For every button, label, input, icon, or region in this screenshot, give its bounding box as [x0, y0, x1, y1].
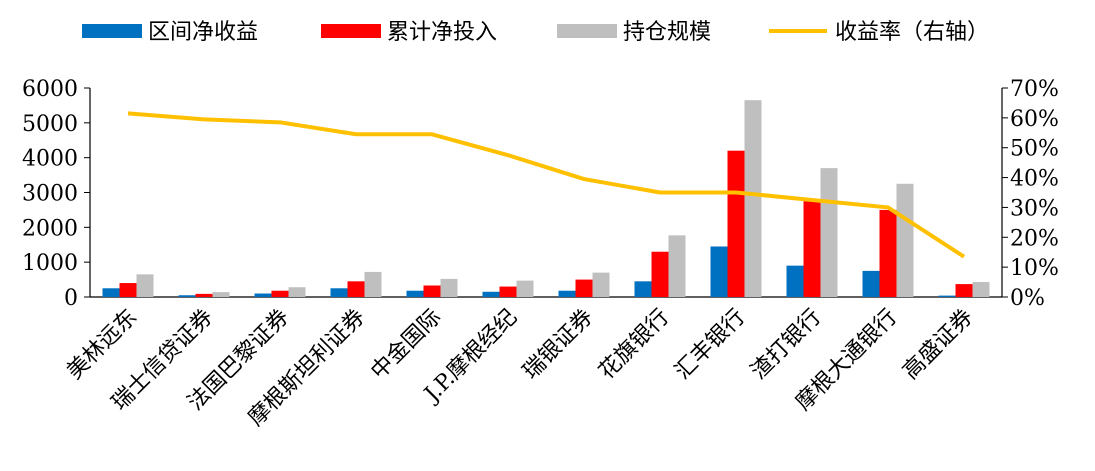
line-series	[127, 111, 966, 259]
bar	[803, 201, 821, 297]
category-label: 瑞银证券	[518, 305, 598, 385]
bar	[178, 295, 196, 297]
bar	[212, 292, 230, 297]
bar	[651, 251, 669, 297]
bar	[558, 290, 576, 297]
bar	[786, 265, 804, 297]
category-label: 美林远东	[62, 305, 142, 385]
left-tick-label: 2000	[22, 216, 78, 241]
axes: 0 1000 2000 3000 4000 5000 6000 0% 10% 20% 30% 40% 5…	[22, 77, 1059, 311]
legend-swatch	[557, 24, 617, 38]
right-tick-label: 40%	[1010, 167, 1059, 192]
bar	[575, 279, 593, 297]
legend-label: 区间净收益	[148, 20, 258, 45]
legend-swatch	[82, 24, 142, 38]
category-label: 花旗银行	[594, 305, 674, 385]
bar	[668, 235, 686, 297]
bars	[102, 100, 990, 297]
left-tick-label: 0	[64, 286, 78, 311]
bar	[136, 274, 154, 297]
left-tick-label: 6000	[22, 77, 78, 102]
yield-line	[127, 111, 966, 259]
right-tick-label: 10%	[1010, 256, 1059, 281]
left-tick-label: 3000	[22, 182, 78, 207]
bar	[820, 168, 838, 297]
category-label: 高盛证券	[898, 305, 978, 385]
bar	[102, 288, 120, 297]
bar	[972, 282, 990, 297]
bar	[516, 280, 534, 297]
bar	[195, 293, 213, 297]
bar	[288, 287, 306, 297]
right-tick-label: 60%	[1010, 107, 1059, 132]
bar	[862, 270, 880, 297]
category-label: 汇丰银行	[670, 305, 750, 385]
bar	[955, 284, 973, 297]
category-label: 中金国际	[366, 305, 446, 385]
bar	[727, 150, 745, 297]
bar	[499, 286, 517, 297]
legend-label: 收益率（右轴）	[835, 20, 989, 45]
legend: 区间净收益 累计净投入 持仓规模 收益率（右轴）	[82, 20, 989, 45]
legend-label: 累计净投入	[387, 20, 497, 45]
legend-swatch	[321, 24, 381, 38]
right-tick-label: 70%	[1010, 77, 1059, 102]
category-label: 渣打银行	[746, 305, 826, 385]
bar	[744, 100, 762, 297]
bar	[254, 293, 272, 297]
bar	[592, 272, 610, 297]
bar	[440, 278, 458, 297]
legend-label: 持仓规模	[623, 20, 711, 45]
right-tick-label: 20%	[1010, 226, 1059, 251]
bar	[423, 285, 441, 297]
bar	[896, 183, 914, 297]
bar	[879, 209, 897, 297]
bar	[482, 291, 500, 297]
bar	[710, 246, 728, 297]
bar	[634, 281, 652, 297]
bar	[347, 281, 365, 297]
bar	[938, 295, 956, 297]
bar	[119, 283, 137, 297]
right-tick-label: 50%	[1010, 137, 1059, 162]
bar	[271, 290, 289, 297]
category-labels: 美林远东瑞士信贷证券法国巴黎证券摩根斯坦利证券中金国际J.P.摩根经纪瑞银证券花…	[62, 305, 978, 432]
left-tick-label: 4000	[22, 147, 78, 172]
bar	[330, 288, 348, 297]
left-tick-label: 1000	[22, 251, 78, 276]
left-tick-label: 5000	[22, 112, 78, 137]
right-tick-label: 0%	[1010, 286, 1045, 311]
bar	[364, 271, 382, 297]
right-tick-label: 30%	[1010, 196, 1059, 221]
bar	[406, 290, 424, 297]
